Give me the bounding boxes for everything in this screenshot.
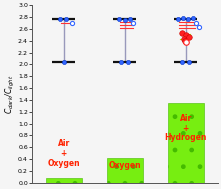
- Bar: [46, 178, 82, 183]
- Y-axis label: $C_{dark}$/$C_{light}$: $C_{dark}$/$C_{light}$: [4, 74, 17, 114]
- Text: Air
+
Hydrogen: Air + Hydrogen: [165, 114, 207, 142]
- Bar: [168, 103, 204, 183]
- Bar: [107, 158, 143, 183]
- Text: Oxygen: Oxygen: [109, 160, 141, 170]
- Text: Air
+
Oxygen: Air + Oxygen: [48, 139, 80, 168]
